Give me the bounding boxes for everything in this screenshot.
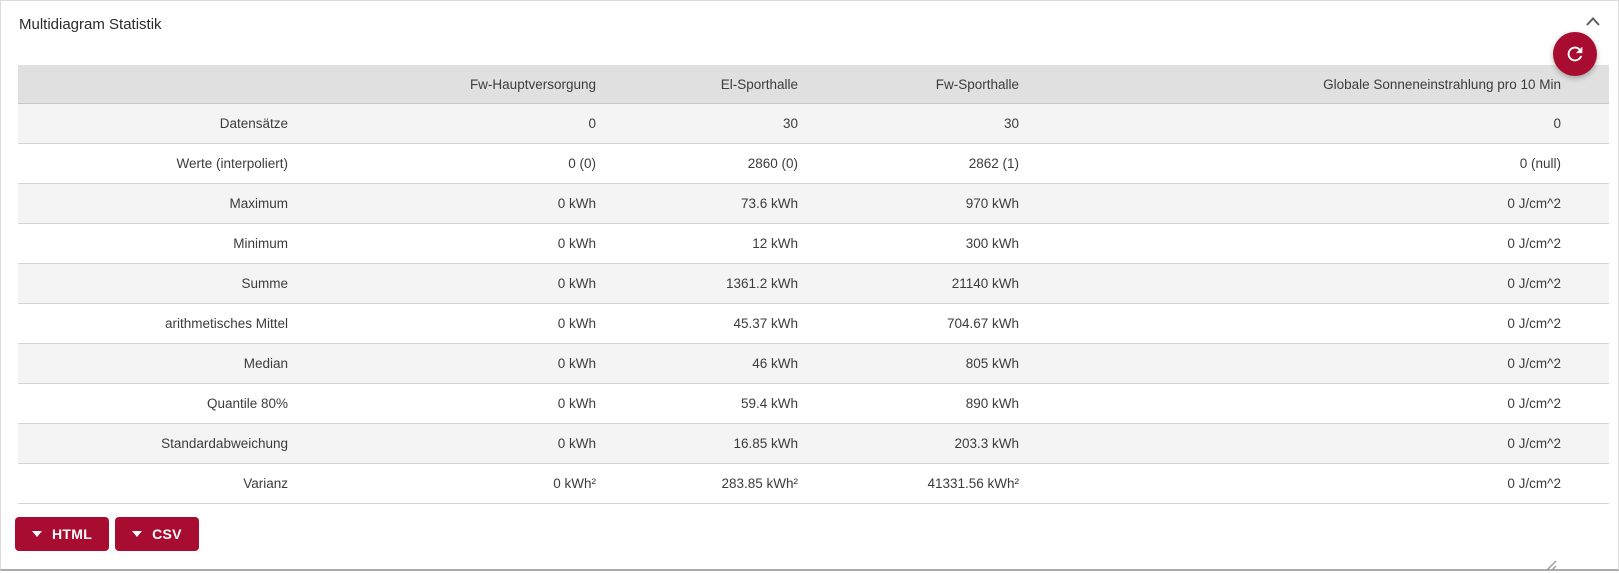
table-row: Standardabweichung 0 kWh 16.85 kWh 203.3 kW… xyxy=(18,423,1609,464)
row-label-header xyxy=(18,65,312,104)
resize-grip[interactable] xyxy=(1544,560,1557,571)
cell-value: 2860 (0) xyxy=(620,143,822,184)
table-row: Varianz 0 kWh² 283.85 kWh² 41331.56 kWh² 0 J… xyxy=(18,463,1609,504)
chevron-up-icon xyxy=(1585,15,1601,27)
table-row: Median 0 kWh 46 kWh 805 kWh 0 J/cm^2 xyxy=(18,343,1609,384)
cell-value: 0 (null) xyxy=(1043,143,1609,184)
cell-value: 2862 (1) xyxy=(822,143,1043,184)
cell-value: 73.6 kWh xyxy=(620,183,822,224)
table-row: Quantile 80% 0 kWh 59.4 kWh 890 kWh 0 J/cm^2 xyxy=(18,383,1609,424)
cell-value: 0 J/cm^2 xyxy=(1043,223,1609,264)
cell-value: 46 kWh xyxy=(620,343,822,384)
row-label: Varianz xyxy=(18,463,312,504)
column-header: Globale Sonneneinstrahlung pro 10 Min xyxy=(1043,65,1609,104)
cell-value: 300 kWh xyxy=(822,223,1043,264)
table-header-row: Fw-Hauptversorgung El-Sporthalle Fw-Sporth… xyxy=(18,65,1609,104)
row-label: Datensätze xyxy=(18,103,312,144)
cell-value: 1361.2 kWh xyxy=(620,263,822,304)
cell-value: 970 kWh xyxy=(822,183,1043,224)
row-label: Summe xyxy=(18,263,312,304)
cell-value: 0 kWh² xyxy=(312,463,620,504)
cell-value: 41331.56 kWh² xyxy=(822,463,1043,504)
table-row: Summe 0 kWh 1361.2 kWh 21140 kWh 0 J/cm^2 xyxy=(18,263,1609,304)
cell-value: 0 J/cm^2 xyxy=(1043,423,1609,464)
cell-value: 30 xyxy=(822,103,1043,144)
cell-value: 0 (0) xyxy=(312,143,620,184)
cell-value: 0 kWh xyxy=(312,343,620,384)
cell-value: 0 J/cm^2 xyxy=(1043,263,1609,304)
statistics-table: Fw-Hauptversorgung El-Sporthalle Fw-Sporth… xyxy=(18,65,1609,504)
refresh-button[interactable] xyxy=(1553,32,1597,76)
row-label: arithmetisches Mittel xyxy=(18,303,312,344)
cell-value: 0 xyxy=(312,103,620,144)
panel-title: Multidiagram Statistik xyxy=(19,16,162,33)
cell-value: 0 J/cm^2 xyxy=(1043,303,1609,344)
cell-value: 0 kWh xyxy=(312,183,620,224)
collapse-panel-button[interactable] xyxy=(1582,12,1604,30)
export-csv-button[interactable]: CSV xyxy=(115,517,199,551)
cell-value: 0 J/cm^2 xyxy=(1043,383,1609,424)
row-label: Standardabweichung xyxy=(18,423,312,464)
table-row: arithmetisches Mittel 0 kWh 45.37 kWh 704.6… xyxy=(18,303,1609,344)
column-header: Fw-Sporthalle xyxy=(822,65,1043,104)
row-label: Werte (interpoliert) xyxy=(18,143,312,184)
row-label: Median xyxy=(18,343,312,384)
column-header: El-Sporthalle xyxy=(620,65,822,104)
cell-value: 203.3 kWh xyxy=(822,423,1043,464)
cell-value: 704.67 kWh xyxy=(822,303,1043,344)
cell-value: 0 kWh xyxy=(312,263,620,304)
table-row: Maximum 0 kWh 73.6 kWh 970 kWh 0 J/cm^2 xyxy=(18,183,1609,224)
cell-value: 0 J/cm^2 xyxy=(1043,343,1609,384)
cell-value: 0 kWh xyxy=(312,383,620,424)
cell-value: 0 J/cm^2 xyxy=(1043,183,1609,224)
export-html-button[interactable]: HTML xyxy=(15,517,110,551)
cell-value: 0 kWh xyxy=(312,423,620,464)
cell-value: 890 kWh xyxy=(822,383,1043,424)
cell-value: 0 xyxy=(1043,103,1609,144)
row-label: Quantile 80% xyxy=(18,383,312,424)
cell-value: 283.85 kWh² xyxy=(620,463,822,504)
cell-value: 0 J/cm^2 xyxy=(1043,463,1609,504)
resize-grip-icon xyxy=(1544,560,1557,571)
cell-value: 12 kWh xyxy=(620,223,822,264)
cell-value: 16.85 kWh xyxy=(620,423,822,464)
cell-value: 21140 kWh xyxy=(822,263,1043,304)
cell-value: 0 kWh xyxy=(312,223,620,264)
row-label: Maximum xyxy=(18,183,312,224)
table-row: Minimum 0 kWh 12 kWh 300 kWh 0 J/cm^2 xyxy=(18,223,1609,264)
cell-value: 45.37 kWh xyxy=(620,303,822,344)
table-row: Datensätze 0 30 30 0 xyxy=(18,103,1609,144)
refresh-icon xyxy=(1564,43,1586,65)
caret-down-icon xyxy=(32,531,42,537)
caret-down-icon xyxy=(132,531,143,537)
export-button-label: HTML xyxy=(52,526,93,542)
export-button-label: CSV xyxy=(152,526,182,542)
cell-value: 0 kWh xyxy=(312,303,620,344)
export-actions: HTML CSV xyxy=(15,517,199,551)
cell-value: 30 xyxy=(620,103,822,144)
cell-value: 59.4 kWh xyxy=(620,383,822,424)
row-label: Minimum xyxy=(18,223,312,264)
column-header: Fw-Hauptversorgung xyxy=(312,65,620,104)
table-row: Werte (interpoliert) 0 (0) 2860 (0) 2862 (1… xyxy=(18,143,1609,184)
cell-value: 805 kWh xyxy=(822,343,1043,384)
